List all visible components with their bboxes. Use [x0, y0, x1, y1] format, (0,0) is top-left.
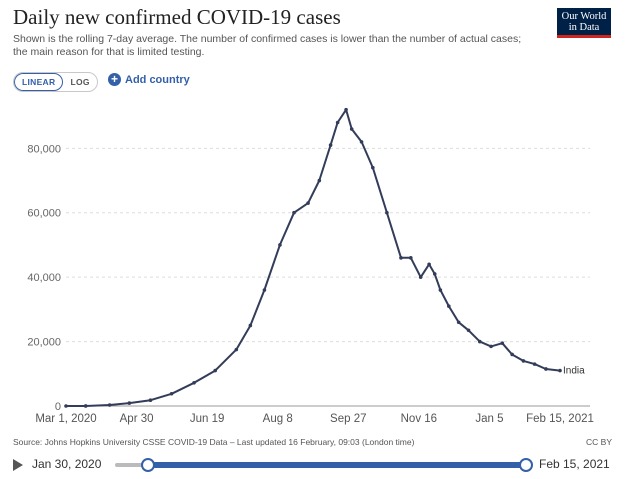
data-point — [83, 404, 88, 408]
license-link[interactable]: CC BY — [586, 437, 612, 447]
series-points-india — [64, 107, 562, 408]
data-point — [335, 120, 340, 125]
x-tick-label: Apr 30 — [120, 413, 154, 425]
series-line-india — [66, 108, 561, 407]
y-tick-label: 20,000 — [27, 337, 61, 349]
data-point — [127, 401, 132, 405]
chart-title: Daily new confirmed COVID-19 cases — [13, 5, 341, 29]
scale-toggle: LINEAR LOG — [13, 72, 98, 92]
chart-subtitle: Shown is the rolling 7-day average. The … — [13, 33, 522, 58]
data-point — [234, 347, 239, 352]
data-point — [328, 143, 333, 147]
linear-scale-button[interactable]: LINEAR — [14, 73, 64, 91]
data-point — [456, 320, 461, 325]
y-tick-label: 60,000 — [27, 208, 61, 220]
data-point — [248, 323, 253, 328]
series-label-india: India — [563, 366, 585, 377]
y-axis-ticks: 0 20,000 40,000 60,000 80,000 — [27, 143, 61, 413]
data-point — [317, 178, 322, 183]
x-tick-label: Aug 8 — [263, 413, 293, 425]
play-icon[interactable] — [13, 459, 23, 471]
data-point — [521, 359, 526, 363]
data-point — [418, 275, 423, 279]
data-point — [262, 288, 267, 292]
owid-logo[interactable]: Our World in Data — [557, 8, 611, 38]
data-point — [432, 272, 437, 276]
data-point — [532, 362, 537, 366]
timeline-end-handle[interactable] — [519, 458, 533, 472]
data-point — [447, 304, 451, 308]
y-tick-label: 40,000 — [27, 272, 61, 284]
data-point — [500, 341, 505, 345]
data-point — [169, 391, 174, 396]
gridlines — [66, 147, 590, 407]
plus-icon: + — [108, 73, 121, 86]
log-scale-button[interactable]: LOG — [70, 77, 90, 87]
x-tick-label: Jun 19 — [190, 413, 225, 425]
data-point — [409, 256, 413, 260]
timeline-start-handle[interactable] — [141, 458, 155, 472]
data-point — [427, 262, 431, 267]
data-point — [349, 127, 354, 131]
x-axis-ticks: Mar 1, 2020 Apr 30 Jun 19 Aug 8 Sep 27 Nov 16… — [35, 413, 594, 425]
timeline-control: Jan 30, 2020 Feb 15, 2021 — [13, 455, 613, 475]
data-point — [558, 368, 562, 373]
source-note: Source: Johns Hopkins University CSSE CO… — [13, 437, 415, 447]
logo-line-2: in Data — [568, 22, 600, 33]
data-point — [344, 107, 348, 112]
timeline-end-label: Feb 15, 2021 — [539, 457, 610, 471]
data-point — [510, 352, 514, 357]
data-point — [359, 140, 364, 144]
x-tick-label: Jan 5 — [475, 413, 503, 425]
data-point — [489, 344, 493, 349]
data-point — [107, 403, 112, 407]
x-tick-label: Mar 1, 2020 — [35, 413, 96, 425]
data-point — [292, 210, 296, 215]
data-point — [399, 256, 403, 260]
timeline-selected-range[interactable] — [148, 462, 525, 468]
data-point — [385, 210, 389, 215]
timeline-start-label: Jan 30, 2020 — [32, 457, 102, 471]
data-point — [64, 404, 68, 408]
logo-line-1: Our World — [561, 11, 607, 22]
x-tick-label: Nov 16 — [401, 413, 437, 425]
x-tick-label: Feb 15, 2021 — [526, 413, 594, 425]
data-point — [148, 398, 153, 403]
y-tick-label: 80,000 — [27, 143, 61, 155]
x-tick-label: Sep 27 — [330, 413, 366, 425]
add-country-label: Add country — [125, 73, 190, 86]
data-point — [213, 368, 217, 373]
y-tick-label: 0 — [55, 401, 61, 413]
line-chart: 0 20,000 40,000 60,000 80,000 Mar 1, 2020 Apr… — [27, 107, 594, 425]
data-point — [438, 288, 443, 292]
data-point — [371, 165, 375, 170]
data-point — [544, 367, 548, 371]
data-point — [278, 243, 282, 247]
add-country-button[interactable]: + Add country — [108, 73, 190, 86]
data-point — [477, 339, 482, 344]
data-point — [466, 328, 471, 333]
data-point — [192, 381, 196, 385]
data-point — [306, 201, 310, 205]
